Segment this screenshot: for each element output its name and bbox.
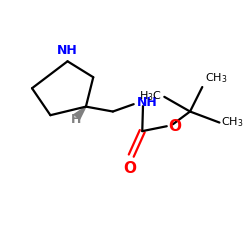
Text: H$_3$C: H$_3$C (140, 89, 162, 102)
Text: CH$_3$: CH$_3$ (205, 71, 227, 85)
Text: CH$_3$: CH$_3$ (222, 116, 244, 130)
Text: H: H (70, 113, 81, 126)
Polygon shape (74, 107, 86, 119)
Text: NH: NH (137, 96, 158, 110)
Text: O: O (124, 161, 136, 176)
Text: NH: NH (57, 44, 78, 57)
Text: O: O (168, 119, 181, 134)
